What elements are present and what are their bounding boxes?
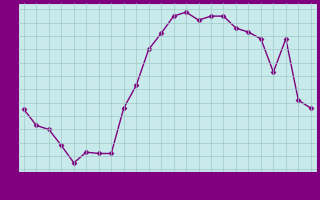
X-axis label: Windchill (Refroidissement éolien,°C): Windchill (Refroidissement éolien,°C) — [59, 187, 276, 197]
